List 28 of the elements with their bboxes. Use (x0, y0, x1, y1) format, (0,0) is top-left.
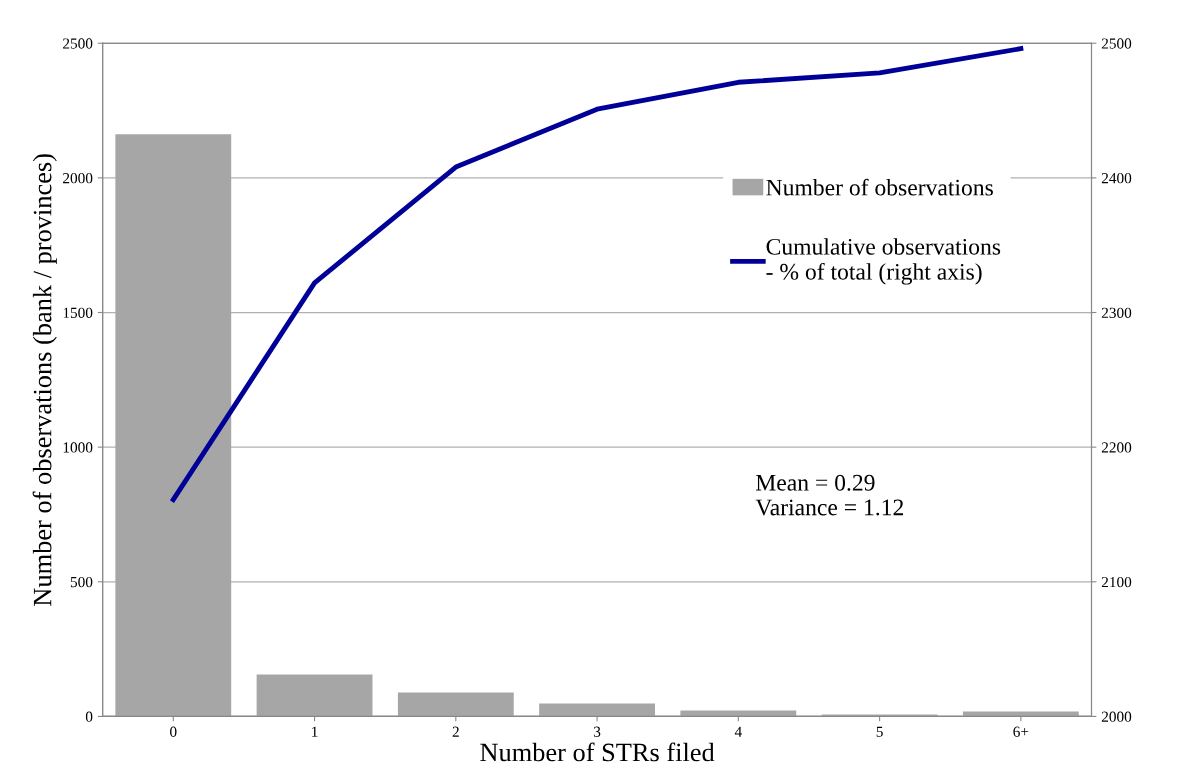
y-tick-label: 500 (70, 576, 93, 588)
x-tick-label: 0 (170, 726, 177, 737)
y-tick-label: 0 (85, 711, 93, 722)
bar (397, 692, 514, 717)
y-tick-label: 2000 (63, 173, 93, 184)
y2-tick-label: 2500 (1101, 38, 1132, 49)
bar (539, 703, 655, 717)
y-tick-label: 1500 (63, 307, 93, 318)
y-tick-label: 1000 (63, 442, 93, 453)
y-axis-title: Number of observations (bank / provinces) (32, 154, 57, 606)
y2-tick-label: 2300 (1101, 307, 1132, 318)
y2-tick-label: 2400 (1101, 173, 1132, 184)
legend-label: Number of observations (766, 178, 993, 196)
legend-label: Cumulative observations - % of total (right axis) (766, 238, 1001, 285)
y-tick-label: 2500 (63, 38, 93, 49)
x-axis-title: Number of STRs filed (480, 742, 715, 762)
x-tick-label: 4 (734, 726, 742, 737)
x-tick-label: 6+ (1013, 726, 1029, 737)
y2-tick-label: 2100 (1101, 576, 1132, 588)
x-tick-label: 3 (593, 726, 601, 737)
bar (256, 674, 373, 717)
x-tick-label: 1 (312, 726, 318, 737)
bar (680, 710, 797, 717)
x-tick-label: 2 (452, 726, 459, 737)
annotation: Mean = 0.29 Variance = 1.12 (755, 474, 903, 516)
y2-tick-label: 2200 (1101, 442, 1132, 453)
y2-tick-label: 2000 (1101, 711, 1132, 722)
x-tick-label: 5 (876, 726, 883, 737)
